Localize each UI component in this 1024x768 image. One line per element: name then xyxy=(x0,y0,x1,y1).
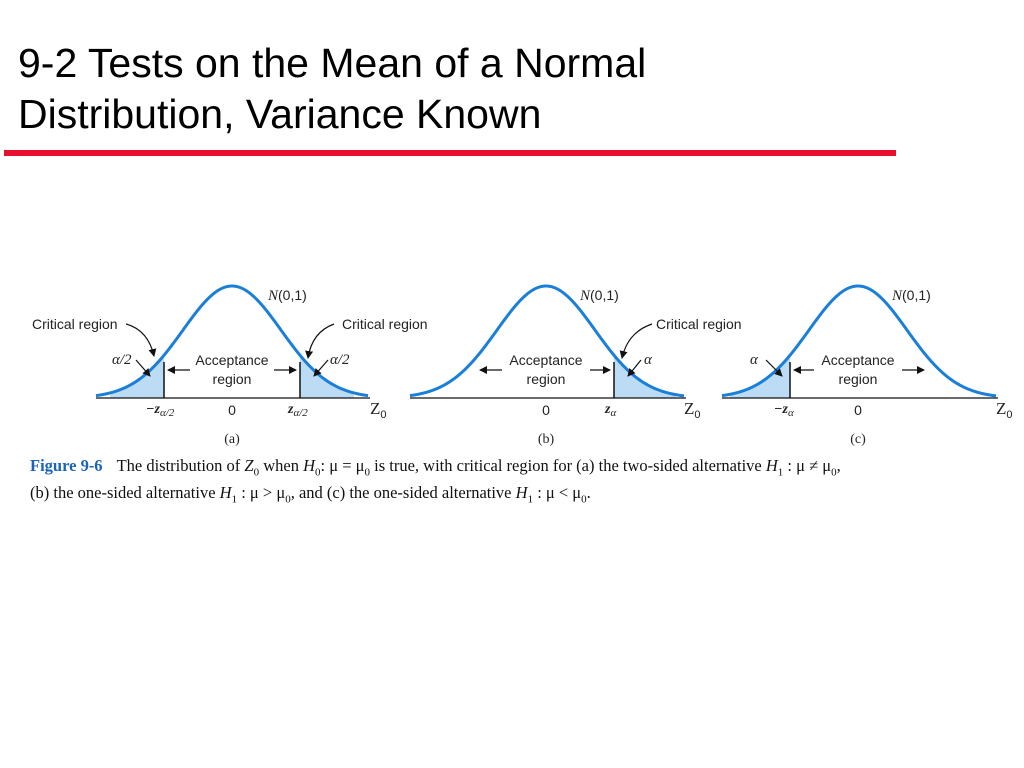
alpha-label-left: α xyxy=(750,352,759,368)
tick-label-minus-z-alpha-half: −zα/2 xyxy=(146,402,175,419)
arrow-alpha-left xyxy=(135,359,151,377)
alpha-label-right: α xyxy=(644,352,653,368)
arrow-alpha-left xyxy=(765,359,783,377)
figure-caption-line-1: Figure 9-6 The distribution of Z0 when H0… xyxy=(30,456,841,479)
arrow-to-left-critical-region xyxy=(125,323,157,357)
normal-density-curve xyxy=(95,284,369,398)
critical-region-label-right: Critical region xyxy=(656,316,742,332)
tick-label-minus-z-alpha: −zα xyxy=(774,402,794,419)
normal-density-curve xyxy=(721,284,997,398)
acceptance-label-line-1: Acceptance xyxy=(509,352,582,368)
critical-region-fill-left xyxy=(110,355,164,398)
acceptance-label-line-1: Acceptance xyxy=(821,352,894,368)
arrow-alpha-right xyxy=(627,359,642,377)
tick-label-zero: 0 xyxy=(854,402,862,418)
title-underline-rule xyxy=(4,150,896,156)
critical-region-fill-left xyxy=(730,355,790,398)
critical-region-fill-right xyxy=(300,355,354,398)
tick-label-z-alpha: zα xyxy=(604,402,616,419)
arrow-alpha-right xyxy=(313,359,329,377)
tick-label-zero: 0 xyxy=(542,402,550,418)
panel-b: N(0,1) Critical region α Acceptance regi… xyxy=(409,284,742,447)
arrow-to-right-critical-region xyxy=(305,323,335,359)
tick-label-z-alpha-half: zα/2 xyxy=(287,402,308,419)
slide-title: 9-2 Tests on the Mean of a Normal Distri… xyxy=(18,38,918,140)
alpha-half-label-left: α/2 xyxy=(112,352,132,368)
axis-label-z0: Z0 xyxy=(370,399,387,421)
critical-region-fill-right xyxy=(614,355,676,398)
slide-title-line-2: Distribution, Variance Known xyxy=(18,91,542,137)
panel-label-a: (a) xyxy=(224,432,240,447)
critical-region-label-left: Critical region xyxy=(32,316,118,332)
panel-label-b: (b) xyxy=(538,432,555,447)
critical-region-label-right: Critical region xyxy=(342,316,428,332)
curve-label: N(0,1) xyxy=(579,287,619,304)
alpha-half-label-right: α/2 xyxy=(330,352,350,368)
arrow-to-right-critical-region xyxy=(619,323,653,359)
curve-label: N(0,1) xyxy=(891,287,931,304)
axis-label-z0: Z0 xyxy=(684,399,701,421)
figure-tag: Figure 9-6 xyxy=(30,456,103,475)
axis-label-z0: Z0 xyxy=(996,399,1013,421)
figure-caption-line-2: (b) the one-sided alternative H1 : μ > μ… xyxy=(30,483,591,506)
curve-label: N(0,1) xyxy=(267,287,307,304)
panel-c: N(0,1) α Acceptance region −zα 0 Z0 (c) xyxy=(721,284,1013,447)
tick-label-zero: 0 xyxy=(228,402,236,418)
acceptance-label-line-2: region xyxy=(213,371,252,387)
acceptance-label-line-2: region xyxy=(839,371,878,387)
acceptance-label-line-2: region xyxy=(527,371,566,387)
acceptance-label-line-1: Acceptance xyxy=(195,352,268,368)
normal-density-curve xyxy=(409,284,685,398)
panel-label-c: (c) xyxy=(850,432,866,447)
slide-title-line-1: 9-2 Tests on the Mean of a Normal xyxy=(18,40,647,86)
panel-a: N(0,1) Critical region Critical region α… xyxy=(32,284,428,447)
